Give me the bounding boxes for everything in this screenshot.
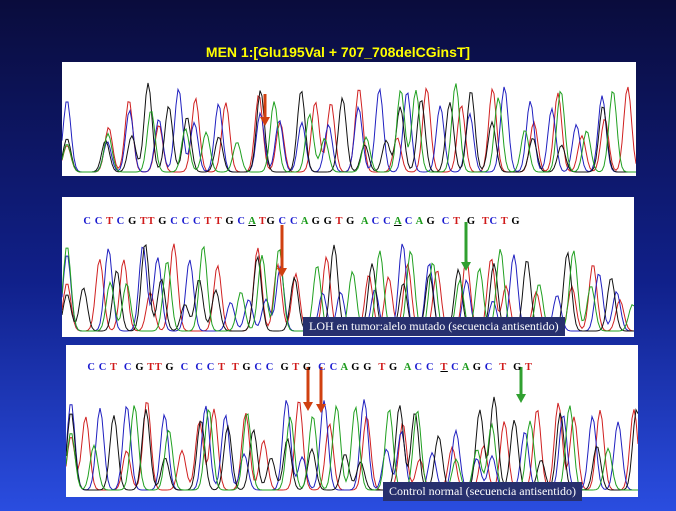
slide-title: MEN 1:[Glu195Val + 707_708delCGinsT] — [0, 44, 676, 60]
sequence: C C T C G TT G C C C T T G C A TG C C A … — [64, 205, 520, 238]
caption: Control normal (secuencia antisentido) — [383, 482, 582, 501]
bases: C A G C T G T — [448, 362, 533, 373]
bases: TG C C A G G T G A C C — [256, 216, 394, 227]
bases: A — [248, 216, 256, 227]
bases: A — [394, 216, 402, 227]
sequence: C C T C G TT G C C C T T G C C G T G C C… — [68, 351, 533, 384]
bases: T — [440, 362, 447, 373]
bases: C C T C G TT G C C C T T G C — [83, 216, 248, 227]
trace — [66, 402, 638, 490]
chromatogram: C C T C G TT G C C C T T G C A TG C C A … — [62, 197, 634, 337]
bases: C C T C G TT G C C C T T G C C G T G C C… — [87, 362, 440, 373]
bases: C A G C T G TC T G — [402, 216, 521, 227]
caption: LOH en tumor:alelo mutado (secuencia ant… — [303, 317, 565, 336]
trace — [62, 84, 636, 173]
slide: MEN 1:[Glu195Val + 707_708delCGinsT] C C… — [0, 0, 676, 511]
chromatogram: C C T C G TT G C C C T T G C C G T G C C… — [66, 345, 638, 497]
chromatogram — [62, 62, 636, 176]
